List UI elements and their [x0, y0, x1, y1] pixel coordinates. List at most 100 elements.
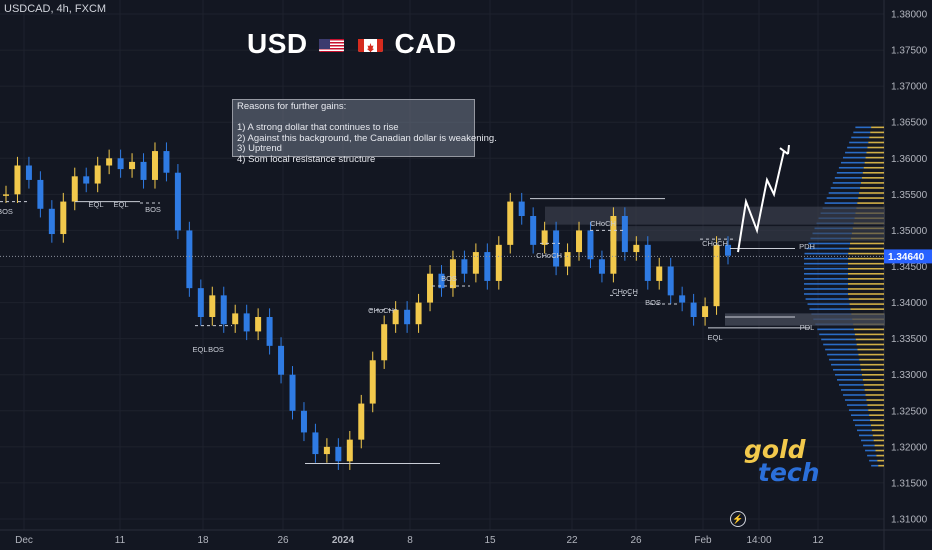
- candle-body: [278, 345, 285, 375]
- volume-profile-bar: [804, 278, 848, 280]
- structure-label: BOS: [0, 207, 13, 216]
- notes-reason-2: 2) Against this background, the Canadian…: [237, 132, 497, 144]
- volume-profile-bar: [867, 404, 884, 406]
- volume-profile-bar: [856, 343, 884, 346]
- projection-arrowhead: [779, 144, 790, 155]
- volume-profile-bar: [806, 247, 850, 250]
- volume-profile-bar: [805, 298, 849, 300]
- volume-profile-bar: [870, 419, 884, 422]
- volume-profile-bar: [860, 187, 884, 189]
- volume-profile-bar: [863, 166, 884, 169]
- x-tick-label: 22: [566, 535, 578, 546]
- candle-body: [427, 273, 434, 303]
- analysis-notes[interactable]: Reasons for further gains: 1) A strong d…: [232, 99, 497, 164]
- projection-path: [737, 150, 785, 253]
- candle-body: [507, 201, 514, 245]
- y-tick-label: 1.37000: [891, 82, 928, 93]
- structure-label: CHoCH: [612, 287, 638, 296]
- x-tick-label: 18: [197, 535, 209, 546]
- structure-label: EQL: [192, 345, 207, 354]
- candle-body: [151, 151, 158, 180]
- current-price-tag: [884, 249, 932, 264]
- volume-profile-bar: [804, 272, 848, 275]
- volume-profile-bar: [827, 353, 859, 356]
- volume-profile-bar: [849, 247, 884, 250]
- volume-profile-bar: [857, 348, 884, 351]
- y-tick-label: 1.31000: [891, 515, 928, 526]
- candle-body: [220, 295, 227, 325]
- volume-profile-bar: [835, 373, 862, 376]
- y-tick-label: 1.31500: [891, 478, 928, 489]
- candle-body: [25, 165, 32, 180]
- structure-label: CHoCH: [368, 306, 394, 315]
- volume-profile-bar: [848, 283, 884, 285]
- candle-body: [576, 230, 583, 253]
- volume-profile-bar: [864, 161, 884, 164]
- volume-profile-bar: [877, 459, 884, 462]
- x-tick-label: 8: [407, 535, 413, 546]
- symbol-label[interactable]: USDCAD, 4h, FXCM: [4, 3, 107, 15]
- structure-label: EQL: [88, 200, 103, 209]
- lightning-icon[interactable]: ⚡: [730, 511, 746, 527]
- volume-profile-bar: [873, 439, 884, 442]
- structure-label: CHoCH: [590, 219, 616, 228]
- logo-line-1: gold: [744, 435, 806, 464]
- volume-profile-bar: [861, 439, 874, 442]
- candle-body: [117, 158, 124, 170]
- volume-profile-bar: [870, 424, 884, 427]
- volume-profile-bar: [861, 368, 884, 371]
- volume-profile-bar: [878, 464, 884, 467]
- x-tick-label: 26: [277, 535, 289, 546]
- volume-profile-bar: [850, 414, 870, 416]
- x-tick-label: 14:00: [746, 535, 771, 546]
- volume-profile-bar: [848, 272, 884, 275]
- candle-body: [461, 259, 468, 274]
- volume-profile-bar: [876, 454, 884, 457]
- support-zone: [725, 313, 885, 326]
- volume-profile-bar: [853, 131, 871, 134]
- volume-profile-bar: [845, 151, 867, 154]
- volume-profile-bar: [837, 379, 863, 381]
- volume-profile-bar: [831, 363, 861, 366]
- notes-reason-1: 1) A strong dollar that continues to ris…: [237, 122, 399, 133]
- structure-label: EQL: [707, 333, 722, 342]
- candle-body: [243, 313, 250, 332]
- candle-body: [71, 176, 78, 202]
- x-tick-label: Dec: [15, 535, 33, 546]
- candle-body: [266, 317, 273, 346]
- volume-profile-bar: [833, 368, 862, 371]
- candle-body: [495, 244, 502, 281]
- candle-body: [621, 216, 628, 253]
- volume-profile-bar: [865, 449, 876, 452]
- y-tick-label: 1.36500: [891, 118, 928, 129]
- volume-profile-bar: [807, 303, 850, 305]
- candle-body: [633, 244, 640, 253]
- y-tick-label: 1.34000: [891, 298, 928, 309]
- candle-body: [3, 194, 9, 196]
- candle-body: [14, 165, 21, 195]
- volume-profile-bar: [874, 444, 884, 447]
- candle-body: [358, 403, 365, 440]
- candle-body: [484, 252, 491, 281]
- volume-profile-bar: [860, 363, 884, 366]
- volume-profile-bar: [854, 333, 884, 336]
- volume-profile-bar: [817, 328, 854, 331]
- volume-profile-bar: [843, 156, 866, 159]
- volume-profile-bar: [849, 141, 869, 144]
- volume-profile-bar: [809, 308, 851, 310]
- volume-profile-bar: [808, 242, 851, 245]
- volume-profile-bar: [847, 146, 868, 149]
- volume-profile-bar: [832, 182, 861, 184]
- us-flag-icon: [318, 33, 344, 53]
- candle-body: [553, 230, 560, 267]
- notes-reason-4: 4) Som local resistance structure: [237, 153, 376, 165]
- volume-profile-bar: [865, 394, 884, 396]
- volume-profile-bar: [840, 161, 865, 164]
- volume-profile-bar: [829, 358, 860, 361]
- candle-body: [644, 244, 651, 281]
- volume-profile-bar: [859, 192, 884, 194]
- volume-profile-bar: [828, 192, 860, 194]
- candle-body: [48, 208, 55, 235]
